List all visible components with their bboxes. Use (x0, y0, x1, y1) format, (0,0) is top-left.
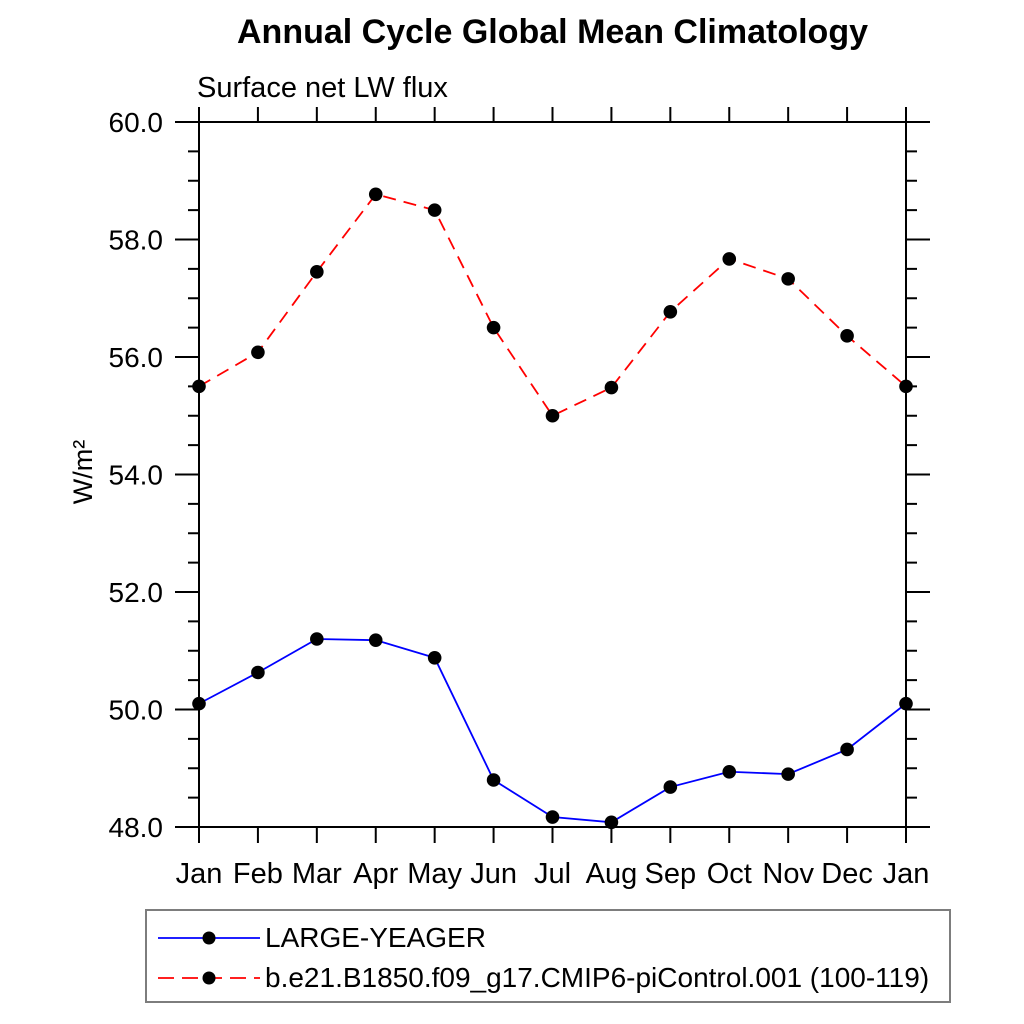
svg-text:Jan: Jan (176, 858, 223, 890)
svg-text:Jul: Jul (534, 858, 571, 890)
svg-text:Jun: Jun (470, 858, 517, 890)
svg-text:52.0: 52.0 (109, 577, 164, 608)
svg-text:Apr: Apr (353, 858, 398, 890)
chart-title: Annual Cycle Global Mean Climatology (237, 13, 868, 51)
legend-box: LARGE-YEAGER b.e21.B1850.f09_g17.CMIP6-p… (145, 909, 951, 1003)
legend-item-large-yeager: LARGE-YEAGER (156, 922, 486, 953)
svg-text:50.0: 50.0 (109, 695, 164, 726)
svg-text:Dec: Dec (821, 858, 873, 890)
svg-text:48.0: 48.0 (109, 812, 164, 843)
svg-text:56.0: 56.0 (109, 342, 164, 373)
legend-line-sample-solid-blue (158, 931, 260, 945)
svg-text:54.0: 54.0 (109, 460, 164, 491)
legend-item-picontrol: b.e21.B1850.f09_g17.CMIP6-piControl.001 … (156, 962, 929, 993)
svg-text:Nov: Nov (762, 858, 814, 890)
legend-label-picontrol: b.e21.B1850.f09_g17.CMIP6-piControl.001 … (265, 962, 930, 993)
svg-text:Feb: Feb (233, 858, 283, 890)
svg-text:Mar: Mar (292, 858, 342, 890)
legend-line-sample-dashed-red (158, 971, 260, 985)
svg-text:60.0: 60.0 (109, 107, 164, 138)
svg-text:Sep: Sep (645, 858, 697, 890)
legend-label-large-yeager: LARGE-YEAGER (265, 922, 486, 953)
svg-text:Jan: Jan (883, 858, 930, 890)
chart-subtitle: Surface net LW flux (197, 72, 448, 104)
svg-text:Oct: Oct (707, 858, 752, 890)
svg-text:May: May (407, 858, 462, 890)
svg-text:Aug: Aug (586, 858, 638, 890)
svg-text:58.0: 58.0 (109, 225, 164, 256)
